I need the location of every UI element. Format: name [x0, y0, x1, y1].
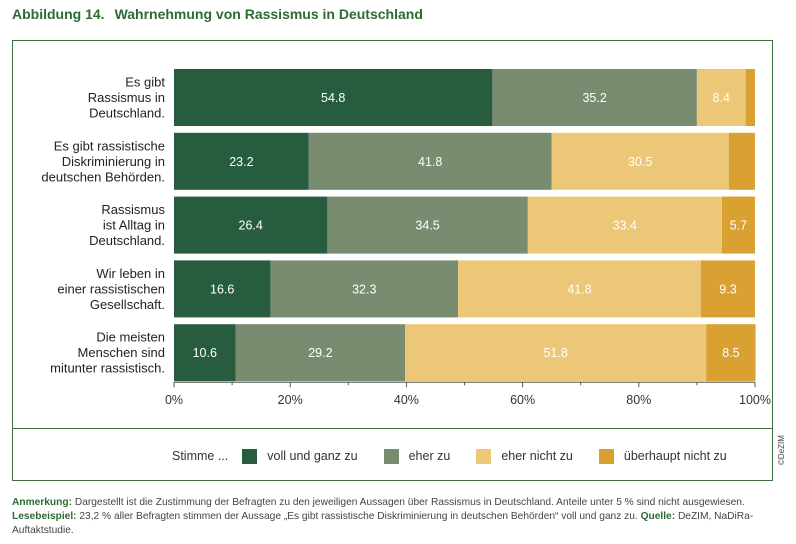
chart-legend: Stimme ... voll und ganz zu eher zu eher n… — [172, 446, 753, 466]
legend-item: eher nicht zu — [476, 448, 573, 464]
bar-segment — [327, 196, 528, 254]
bar-segment — [174, 324, 236, 382]
example-label: Lesebeispiel: — [12, 511, 77, 522]
note-label: Anmerkung: — [12, 497, 72, 508]
bar-value-label: 32.3 — [352, 282, 376, 296]
x-tick-label: 40% — [394, 393, 419, 407]
legend-swatch — [383, 448, 399, 464]
bar-segment — [458, 260, 701, 318]
category-label: Deutschland. — [89, 106, 165, 121]
bar-segment — [174, 196, 328, 254]
bar-value-label: 23.2 — [229, 155, 253, 169]
example-text: 23,2 % aller Befragten stimmen der Aussa… — [76, 511, 641, 522]
category-label: Menschen sind — [78, 345, 165, 360]
category-label: Deutschland. — [89, 233, 165, 248]
category-label: Wir leben in — [96, 266, 165, 281]
bar-value-label: 54.8 — [321, 91, 345, 105]
bar-segment — [235, 324, 406, 382]
bar-segment — [706, 324, 756, 382]
category-label: Es gibt rassistische — [54, 138, 165, 153]
category-label: mitunter rassistisch. — [50, 361, 165, 376]
x-tick-label: 20% — [278, 393, 303, 407]
legend-item: überhaupt nicht zu — [598, 448, 727, 464]
bar-segment — [174, 260, 271, 318]
x-tick-label: 60% — [510, 393, 535, 407]
legend-divider — [12, 428, 773, 429]
bar-value-label: 10.6 — [193, 346, 217, 360]
bar-segment — [696, 69, 746, 126]
bar-segment — [174, 69, 493, 126]
bar-segment — [492, 69, 697, 126]
source-label: Quelle: — [640, 511, 676, 522]
bar-value-label: 34.5 — [415, 219, 439, 233]
chart-frame — [12, 40, 773, 481]
bar-segment — [405, 324, 707, 382]
legend-label: eher zu — [408, 449, 451, 463]
legend-swatch — [242, 448, 258, 464]
bar-segment — [700, 260, 755, 318]
bar-segment — [308, 132, 552, 190]
legend-item: voll und ganz zu — [242, 448, 358, 464]
category-label: Rassismus in — [88, 90, 165, 105]
category-label: einer rassistischen — [57, 281, 165, 296]
bar-segment — [174, 132, 309, 190]
figure-title: Abbildung 14. Wahrnehmung von Rassismus i… — [12, 6, 423, 22]
category-label: Rassismus — [101, 202, 165, 217]
figure-title-text: Wahrnehmung von Rassismus in Deutschland — [114, 6, 423, 22]
legend-label: eher nicht zu — [501, 449, 573, 463]
category-label: Diskriminierung in — [62, 154, 165, 169]
legend-prefix: Stimme ... — [172, 449, 229, 463]
category-label: Es gibt — [125, 75, 165, 90]
bar-value-label: 16.6 — [210, 282, 234, 296]
bar-value-label: 41.8 — [567, 282, 591, 296]
bar-segment — [728, 132, 755, 190]
bar-value-label: 33.4 — [613, 219, 637, 233]
category-label: Die meisten — [96, 330, 165, 345]
category-label: ist Alltag in — [103, 218, 165, 233]
bar-value-label: 41.8 — [418, 155, 442, 169]
category-label: deutschen Behörden. — [41, 169, 165, 184]
bar-value-label: 30.5 — [628, 155, 652, 169]
credit: ©DeZIM — [777, 435, 786, 465]
bar-segment — [270, 260, 459, 318]
bar-value-label: 8.5 — [722, 346, 739, 360]
bar-value-label: 29.2 — [308, 346, 332, 360]
bar-segment — [745, 69, 755, 126]
figure-note: Anmerkung: Dargestellt ist die Zustimmun… — [12, 496, 782, 538]
figure-number: Abbildung 14. — [12, 6, 105, 22]
bar-value-label: 26.4 — [239, 219, 263, 233]
legend-label: überhaupt nicht zu — [623, 449, 727, 463]
bar-value-label: 9.3 — [719, 282, 736, 296]
x-tick-label: 100% — [739, 393, 771, 407]
bar-value-label: 5.7 — [730, 219, 747, 233]
legend-label: voll und ganz zu — [267, 449, 358, 463]
bar-segment — [721, 196, 755, 254]
category-label: Gesellschaft. — [90, 297, 165, 312]
bar-segment — [527, 196, 722, 254]
bar-value-label: 35.2 — [582, 91, 606, 105]
source-text: DeZIM, NaDiRa-Auftaktstudie. — [12, 511, 754, 536]
x-tick-label: 0% — [165, 393, 183, 407]
note-text: Dargestellt ist die Zustimmung der Befra… — [72, 497, 745, 508]
legend-item: eher zu — [383, 448, 451, 464]
x-tick-label: 80% — [626, 393, 651, 407]
bar-value-label: 8.4 — [713, 91, 730, 105]
legend-swatch — [598, 448, 614, 464]
legend-swatch — [476, 448, 492, 464]
bar-value-label: 51.8 — [544, 346, 568, 360]
bar-segment — [551, 132, 729, 190]
